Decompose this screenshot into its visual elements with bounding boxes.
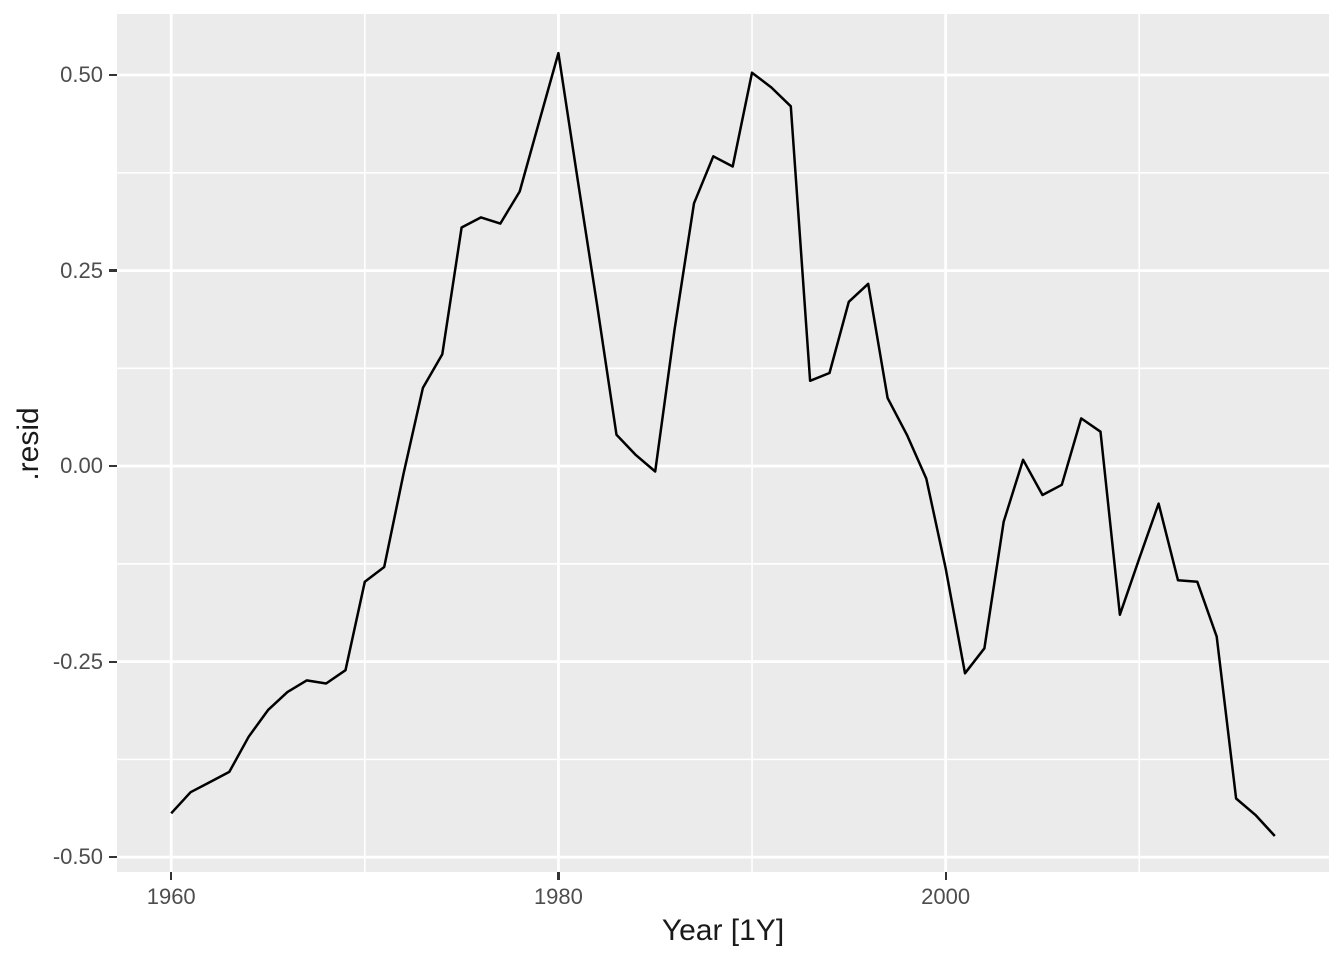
x-tick-label: 1960 [146,884,196,909]
y-tick-mark [109,660,117,663]
y-tick-label: -0.25 [52,648,103,674]
x-tick-mark [557,872,560,880]
x-tick-label: 2000 [921,884,971,909]
residual-line [170,51,1276,837]
y-tick-mark [109,269,117,272]
plot-panel [117,14,1329,872]
y-tick-label: 0.25 [60,257,103,283]
y-tick-mark [109,856,117,859]
x-axis-title: Year [1Y] [661,914,785,947]
x-tick-mark [944,872,947,880]
minor-gridlines [117,14,1329,872]
y-tick-mark [109,464,117,468]
x-tick-label: 1980 [533,884,583,909]
x-tick-mark [170,872,173,880]
y-tick-mark [109,73,117,77]
y-tick-label: 0.50 [60,62,103,87]
plot-area-svg [117,14,1329,872]
y-tick-label: 0.00 [60,453,103,479]
major-gridlines [117,14,1329,872]
y-axis-title: .resid [12,407,45,481]
y-tick-label: -0.50 [52,844,103,870]
